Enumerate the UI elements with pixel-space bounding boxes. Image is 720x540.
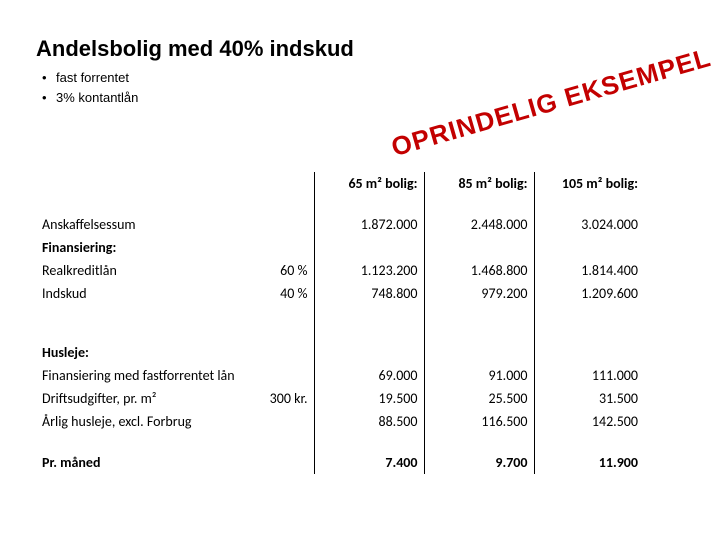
row-val: 7.400 — [314, 451, 424, 474]
row-val: 1.468.800 — [424, 259, 534, 282]
row-val: 2.448.000 — [424, 213, 534, 236]
row-val: 11.900 — [534, 451, 644, 474]
table-row: Husleje: — [36, 341, 644, 364]
row-pct — [260, 341, 314, 364]
table-row: Indskud 40 % 748.800 979.200 1.209.600 — [36, 282, 644, 305]
header-col-0: 65 m² bolig: — [314, 172, 424, 195]
slide: Andelsbolig med 40% indskud •fast forren… — [0, 0, 720, 540]
row-label: Pr. måned — [36, 451, 260, 474]
row-val: 979.200 — [424, 282, 534, 305]
row-label: Husleje: — [36, 341, 260, 364]
table-row: Driftsudgifter, pr. m² 300 kr. 19.500 25… — [36, 387, 644, 410]
row-val: 19.500 — [314, 387, 424, 410]
bullet-text: fast forrentet — [56, 70, 129, 85]
row-pct: 60 % — [260, 259, 314, 282]
row-val: 1.209.600 — [534, 282, 644, 305]
page-title: Andelsbolig med 40% indskud — [36, 36, 692, 62]
header-col-1: 85 m² bolig: — [424, 172, 534, 195]
row-pct — [260, 213, 314, 236]
row-val: 25.500 — [424, 387, 534, 410]
table-row: Årlig husleje, excl. Forbrug 88.500 116.… — [36, 410, 644, 433]
table-spacer — [36, 305, 644, 323]
row-label: Realkreditlån — [36, 259, 260, 282]
row-label: Driftsudgifter, pr. m² — [36, 387, 260, 410]
table-row: Realkreditlån 60 % 1.123.200 1.468.800 1… — [36, 259, 644, 282]
row-val: 111.000 — [534, 364, 644, 387]
row-val: 1.872.000 — [314, 213, 424, 236]
row-val: 142.500 — [534, 410, 644, 433]
row-val — [314, 341, 424, 364]
row-val: 1.814.400 — [534, 259, 644, 282]
row-val — [534, 341, 644, 364]
row-val: 31.500 — [534, 387, 644, 410]
table-spacer — [36, 323, 644, 341]
row-label: Anskaffelsessum — [36, 213, 260, 236]
row-pct: 300 kr. — [260, 387, 314, 410]
row-pct — [260, 364, 314, 387]
row-val — [424, 236, 534, 259]
row-val: 1.123.200 — [314, 259, 424, 282]
table-header-row: 65 m² bolig: 85 m² bolig: 105 m² bolig: — [36, 172, 644, 195]
table-spacer — [36, 195, 644, 213]
row-val: 116.500 — [424, 410, 534, 433]
row-label: Årlig husleje, excl. Forbrug — [36, 410, 260, 433]
row-pct — [260, 410, 314, 433]
row-val: 748.800 — [314, 282, 424, 305]
row-pct: 40 % — [260, 282, 314, 305]
row-val: 91.000 — [424, 364, 534, 387]
row-pct — [260, 451, 314, 474]
row-label: Finansiering: — [36, 236, 260, 259]
table-row: Finansiering med fastforrentet lån 69.00… — [36, 364, 644, 387]
table-row: Anskaffelsessum 1.872.000 2.448.000 3.02… — [36, 213, 644, 236]
header-pct-blank — [260, 172, 314, 195]
table-spacer — [36, 433, 644, 451]
row-label: Indskud — [36, 282, 260, 305]
row-val: 88.500 — [314, 410, 424, 433]
row-val: 3.024.000 — [534, 213, 644, 236]
row-pct — [260, 236, 314, 259]
table-row-footer: Pr. måned 7.400 9.700 11.900 — [36, 451, 644, 474]
row-val: 69.000 — [314, 364, 424, 387]
row-val — [424, 341, 534, 364]
header-col-2: 105 m² bolig: — [534, 172, 644, 195]
finance-table: 65 m² bolig: 85 m² bolig: 105 m² bolig: … — [36, 172, 644, 474]
row-label: Finansiering med fastforrentet lån — [36, 364, 260, 387]
table-row: Finansiering: — [36, 236, 644, 259]
header-blank — [36, 172, 260, 195]
row-val — [314, 236, 424, 259]
bullet-text: 3% kontantlån — [56, 90, 138, 105]
row-val — [534, 236, 644, 259]
row-val: 9.700 — [424, 451, 534, 474]
